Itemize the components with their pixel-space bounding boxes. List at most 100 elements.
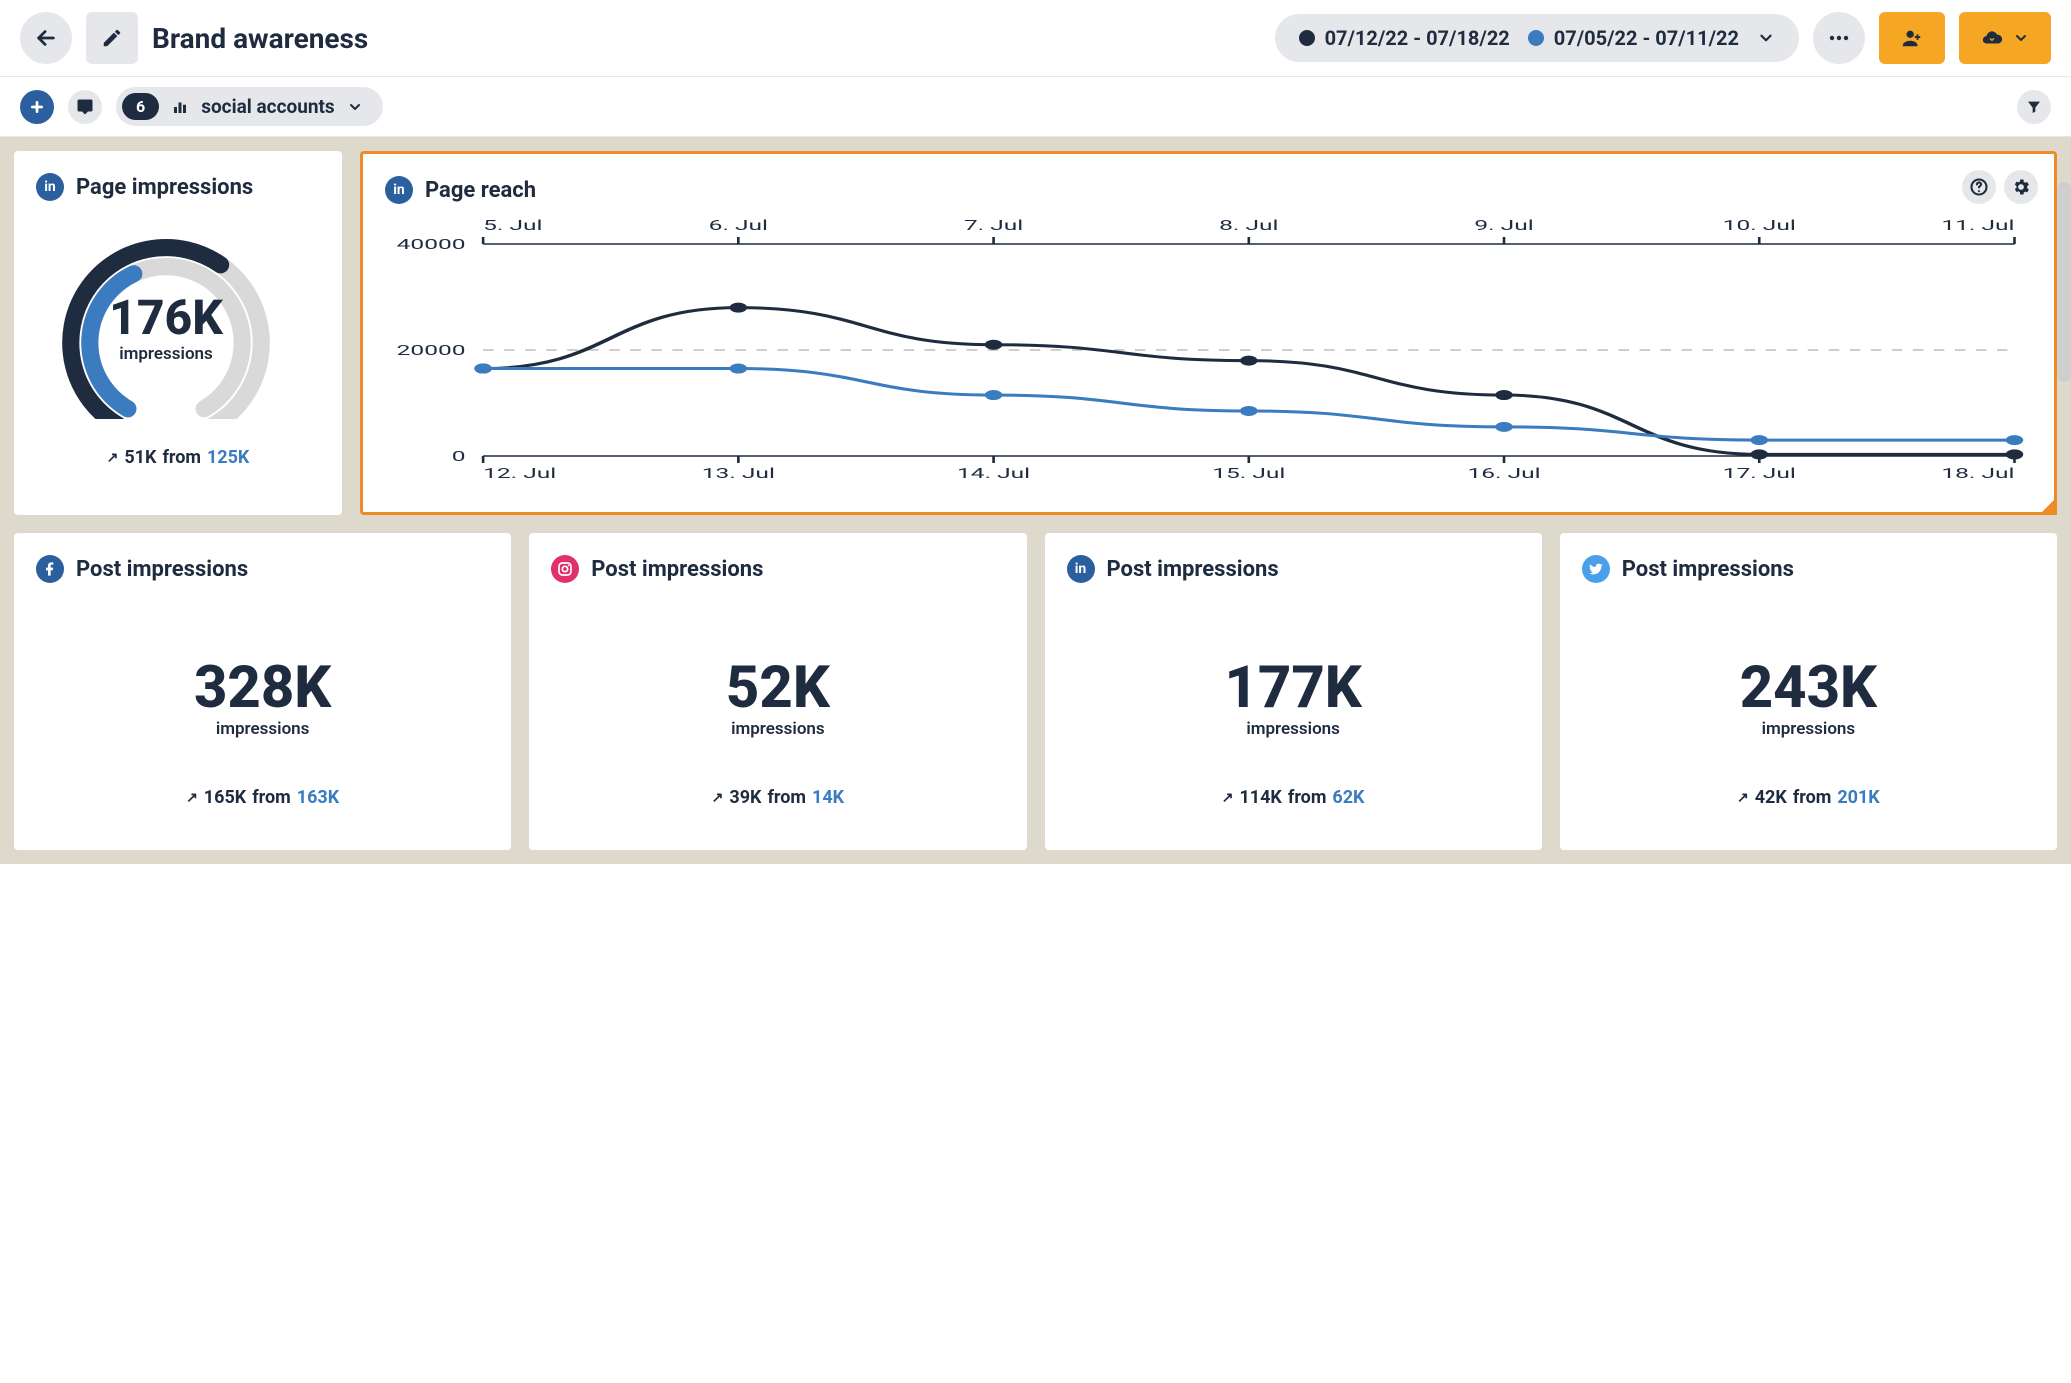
linkedin-icon: in <box>1067 555 1095 583</box>
accounts-count: 6 <box>122 93 159 120</box>
card-title: Post impressions <box>1622 557 1794 582</box>
accounts-label: social accounts <box>201 95 335 118</box>
from-value: 62K <box>1332 787 1364 808</box>
card-title: Page impressions <box>76 175 253 200</box>
card-post-impressions-facebook[interactable]: Post impressions 328K impressions ↗ 165K… <box>14 533 511 850</box>
from-value: 14K <box>812 787 844 808</box>
pencil-icon <box>101 27 123 49</box>
trend-up-icon: ↗ <box>107 450 119 466</box>
trend-up-icon: ↗ <box>712 790 724 806</box>
card-title: Post impressions <box>76 557 248 582</box>
dots-icon <box>1827 26 1851 50</box>
funnel-icon <box>2026 99 2042 115</box>
delta-value: 114K <box>1239 787 1281 808</box>
svg-text:16. Jul: 16. Jul <box>1467 465 1540 482</box>
card-post-impressions-linkedin[interactable]: in Post impressions 177K impressions ↗ 1… <box>1045 533 1542 850</box>
plus-icon <box>29 99 45 115</box>
svg-text:40000: 40000 <box>397 236 466 253</box>
from-value: 201K <box>1837 787 1879 808</box>
card-head: Post impressions <box>551 555 1004 583</box>
stat-value: 328K <box>194 659 331 717</box>
add-widget-button[interactable] <box>20 90 54 124</box>
delta-value: 165K <box>204 787 246 808</box>
trend-up-icon: ↗ <box>1737 790 1749 806</box>
card-page-impressions[interactable]: in Page impressions 176K impressions ↗ 5… <box>14 151 342 515</box>
chart-icon <box>171 98 189 116</box>
stat-unit: impressions <box>1246 719 1340 739</box>
svg-text:18. Jul: 18. Jul <box>1941 465 2014 482</box>
page-title: Brand awareness <box>152 22 368 55</box>
svg-text:11. Jul: 11. Jul <box>1941 217 2014 234</box>
delta-value: 39K <box>729 787 761 808</box>
scrollbar[interactable] <box>2057 182 2071 382</box>
gauge-value: 176K <box>109 294 223 342</box>
card-title: Post impressions <box>1107 557 1279 582</box>
card-head: Post impressions <box>1582 555 2035 583</box>
instagram-icon <box>551 555 579 583</box>
delta-row: ↗ 51K from 125K <box>36 447 320 468</box>
accounts-selector[interactable]: 6 social accounts <box>116 87 383 126</box>
card-head: Post impressions <box>36 555 489 583</box>
svg-text:20000: 20000 <box>397 342 466 359</box>
svg-text:10. Jul: 10. Jul <box>1723 217 1796 234</box>
stat-unit: impressions <box>1762 719 1856 739</box>
back-button[interactable] <box>20 12 72 64</box>
facebook-icon <box>36 555 64 583</box>
date-range-selector[interactable]: 07/12/22 - 07/18/22 07/05/22 - 07/11/22 <box>1275 14 1799 62</box>
stat-unit: impressions <box>216 719 310 739</box>
edit-button[interactable] <box>86 12 138 64</box>
from-word: from <box>162 447 201 468</box>
gauge-unit: impressions <box>119 344 213 364</box>
trend-up-icon: ↗ <box>1222 790 1234 806</box>
svg-text:5. Jul: 5. Jul <box>483 217 542 234</box>
filter-button[interactable] <box>2017 90 2051 124</box>
stat-unit: impressions <box>731 719 825 739</box>
comments-button[interactable] <box>68 90 102 124</box>
dot-primary-icon <box>1299 30 1315 46</box>
delta-row: ↗ 39K from 14K <box>712 787 844 808</box>
svg-text:12. Jul: 12. Jul <box>483 465 556 482</box>
card-head: in Page reach <box>385 176 2032 204</box>
card-title: Page reach <box>425 178 536 203</box>
dot-compare-icon <box>1528 30 1544 46</box>
gear-icon <box>2011 177 2031 197</box>
share-button[interactable] <box>1879 12 1945 64</box>
svg-text:15. Jul: 15. Jul <box>1212 465 1285 482</box>
stat-cards-row: Post impressions 328K impressions ↗ 165K… <box>14 533 2057 850</box>
twitter-icon <box>1582 555 1610 583</box>
arrow-left-icon <box>35 27 57 49</box>
linkedin-icon: in <box>385 176 413 204</box>
question-icon <box>1969 177 1989 197</box>
stat-value: 243K <box>1740 659 1877 717</box>
download-button[interactable] <box>1959 12 2051 64</box>
line-chart: 5. Jul6. Jul7. Jul8. Jul9. Jul10. Jul11.… <box>385 210 2032 490</box>
gauge: 176K impressions <box>36 219 296 419</box>
delta-value: 42K <box>1755 787 1787 808</box>
svg-text:9. Jul: 9. Jul <box>1474 217 1533 234</box>
chevron-down-icon <box>1757 29 1775 47</box>
more-button[interactable] <box>1813 12 1865 64</box>
date-primary-label: 07/12/22 - 07/18/22 <box>1325 26 1510 50</box>
svg-text:13. Jul: 13. Jul <box>702 465 775 482</box>
trend-up-icon: ↗ <box>186 790 198 806</box>
help-button[interactable] <box>1962 170 1996 204</box>
delta-row: ↗ 42K from 201K <box>1737 787 1880 808</box>
card-page-reach[interactable]: in Page reach 5. Jul6. Jul7. Jul8. Jul9.… <box>360 151 2057 515</box>
delta-row: ↗ 114K from 62K <box>1222 787 1365 808</box>
stat-value: 52K <box>726 659 830 717</box>
card-post-impressions-instagram[interactable]: Post impressions 52K impressions ↗ 39K f… <box>529 533 1026 850</box>
topbar: Brand awareness 07/12/22 - 07/18/22 07/0… <box>0 0 2071 77</box>
delta-row: ↗ 165K from 163K <box>186 787 339 808</box>
svg-text:0: 0 <box>452 448 466 465</box>
settings-button[interactable] <box>2004 170 2038 204</box>
svg-text:8. Jul: 8. Jul <box>1219 217 1278 234</box>
card-post-impressions-twitter[interactable]: Post impressions 243K impressions ↗ 42K … <box>1560 533 2057 850</box>
comment-icon <box>76 98 94 116</box>
from-value: 163K <box>297 787 339 808</box>
chart-svg: 5. Jul6. Jul7. Jul8. Jul9. Jul10. Jul11.… <box>385 210 2032 490</box>
subbar: 6 social accounts <box>0 77 2071 137</box>
card-title: Post impressions <box>591 557 763 582</box>
chevron-down-icon <box>347 99 363 115</box>
user-plus-icon <box>1901 27 1923 49</box>
date-compare: 07/05/22 - 07/11/22 <box>1528 26 1739 50</box>
